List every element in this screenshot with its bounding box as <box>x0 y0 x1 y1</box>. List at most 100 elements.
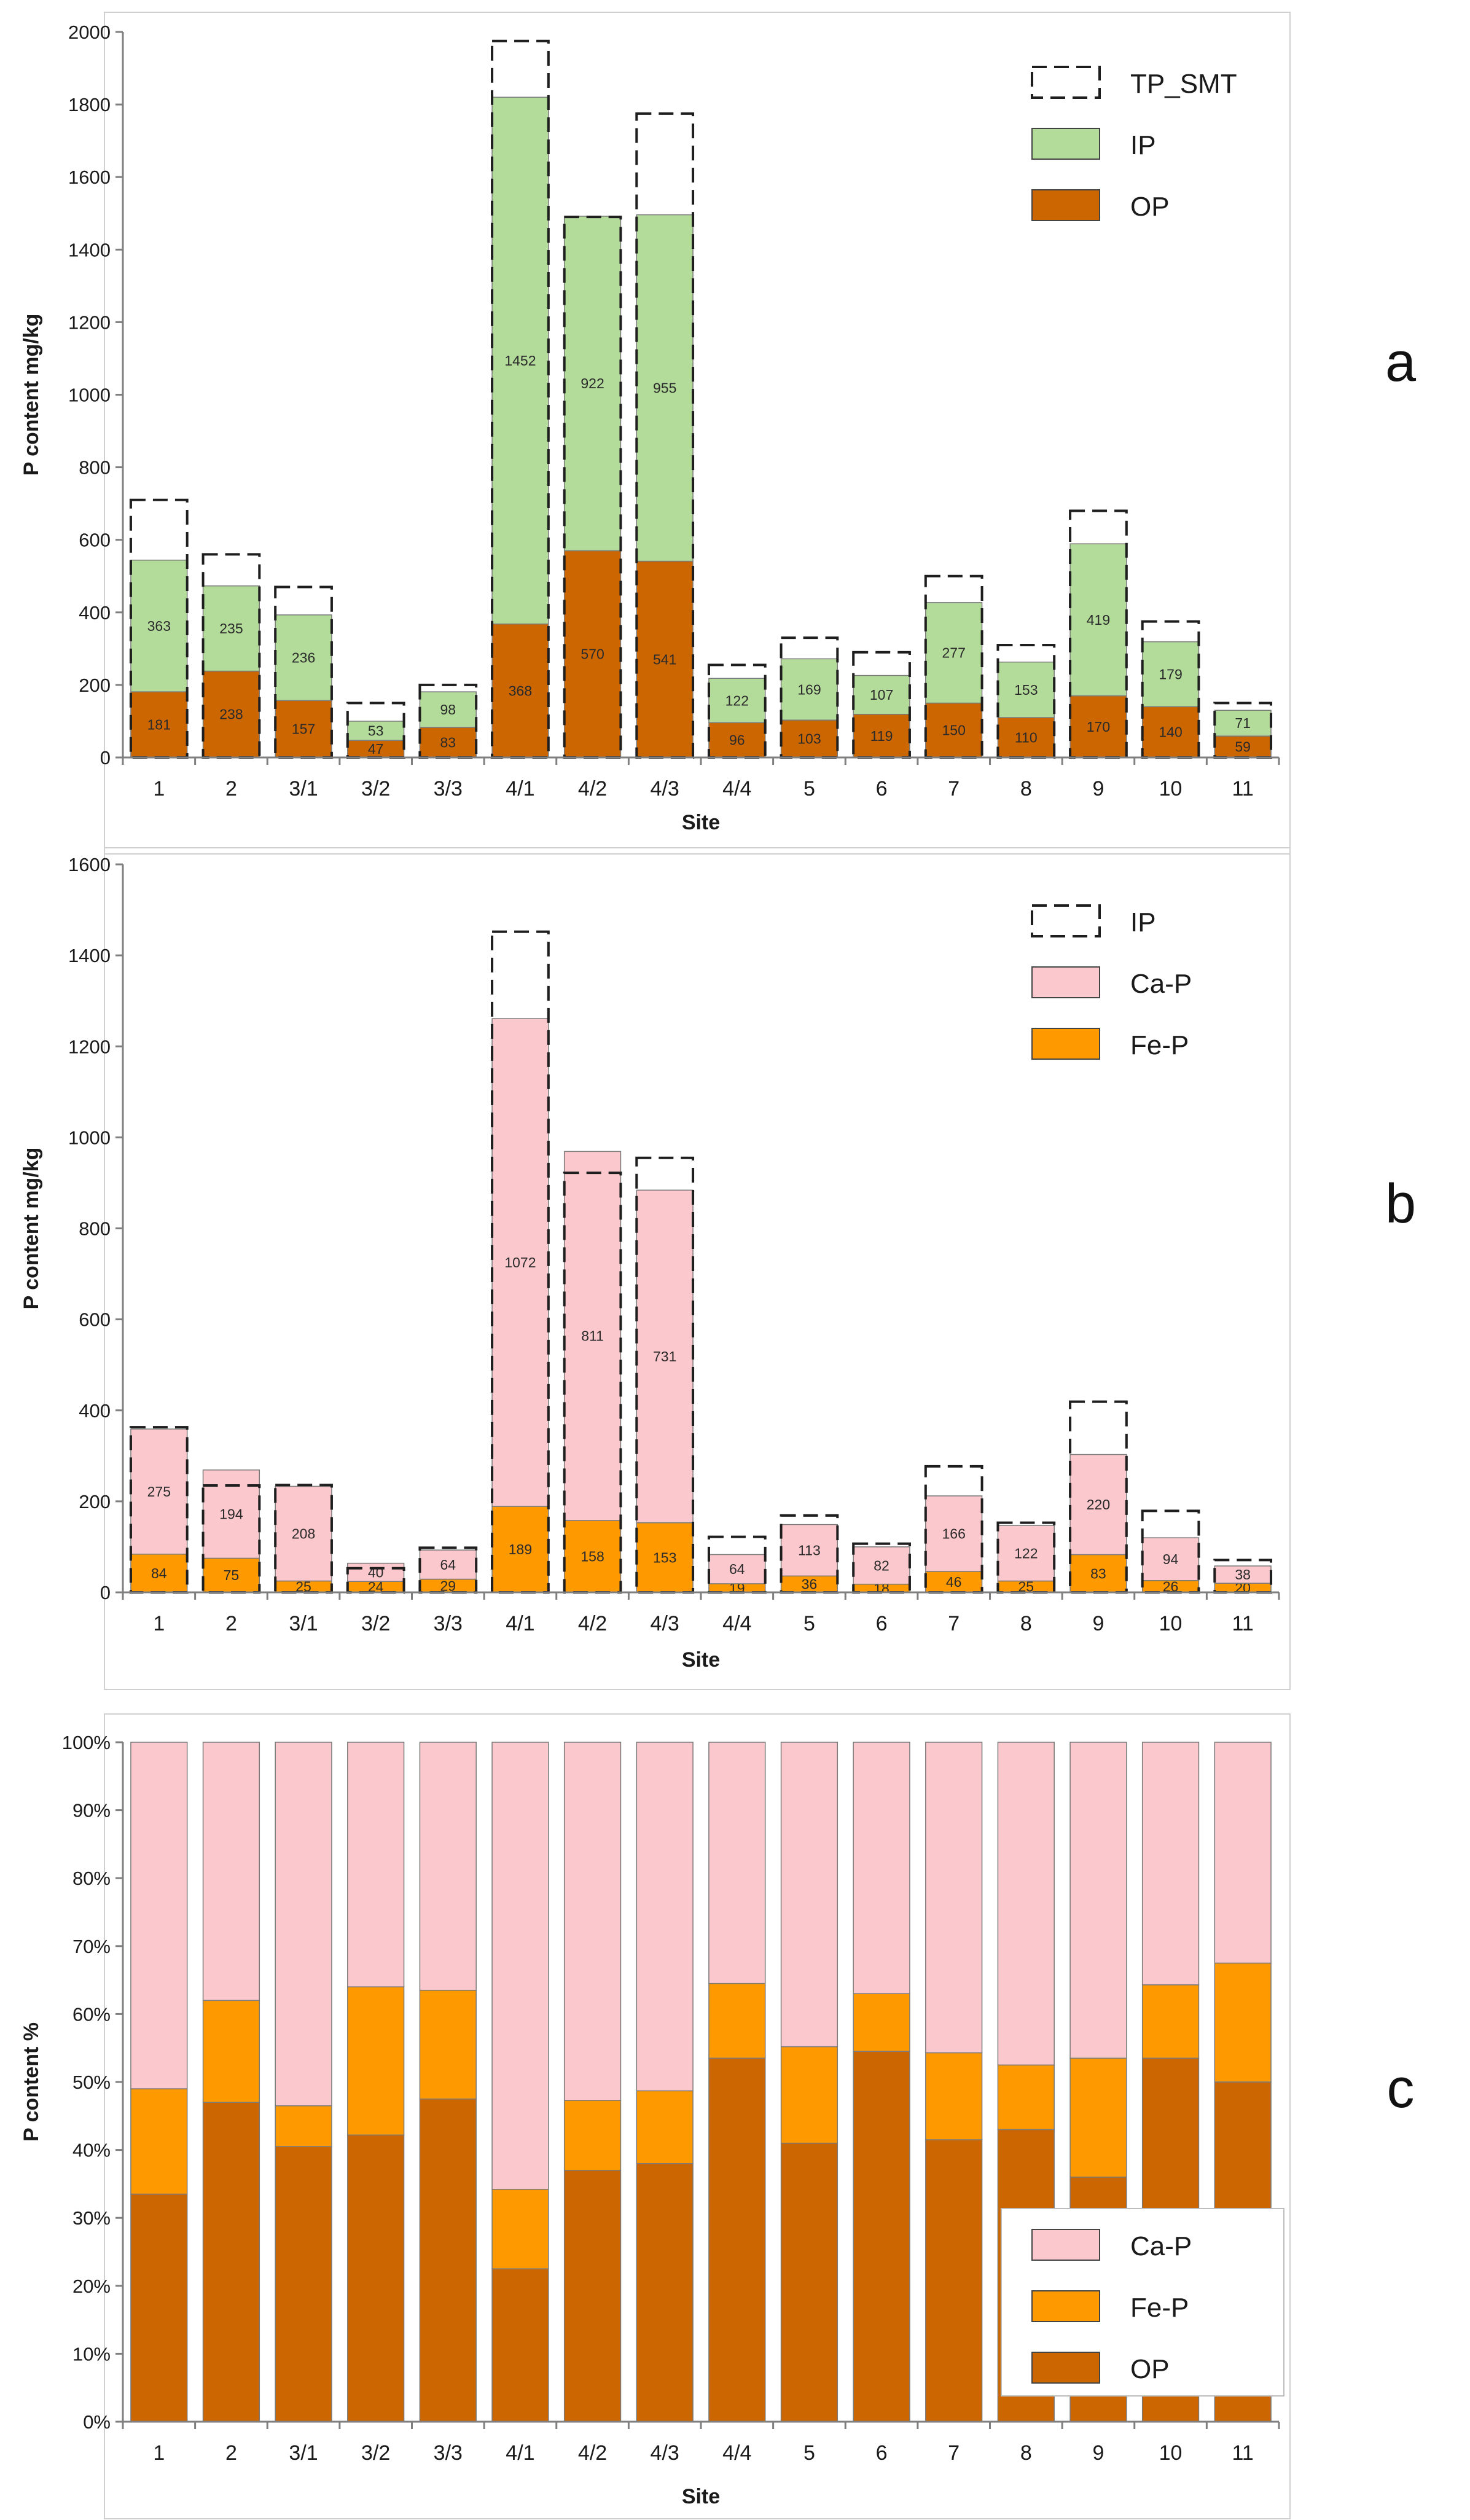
y-tick-label: 200 <box>79 675 111 696</box>
data-label-ip: 955 <box>653 380 676 396</box>
bar-op-3/2 <box>347 2134 405 2422</box>
bar-fe-p-4/2 <box>563 1520 622 1593</box>
bar-op-3/3 <box>419 2098 477 2422</box>
x-tick-label: 4/4 <box>722 2441 751 2465</box>
x-tick-label: 5 <box>803 2441 815 2465</box>
bar-fe-p-9 <box>1069 2057 1127 2178</box>
bar-op-6 <box>853 713 910 758</box>
legend-label-fe-p: Fe-P <box>1130 1030 1189 1060</box>
bar-ca-p-1 <box>130 1428 188 1555</box>
bar-fe-p-4/3 <box>636 2090 694 2164</box>
y-tick-label: 10% <box>72 2343 111 2365</box>
x-tick-label: 6 <box>876 777 888 800</box>
x-tick-label: 3/2 <box>361 2441 390 2465</box>
bar-op-4/1 <box>491 2268 549 2422</box>
bar-fe-p-1 <box>130 2088 188 2195</box>
x-tick-label: 2 <box>225 777 237 800</box>
x-axis-label: Site <box>682 811 720 834</box>
data-label-op: 170 <box>1087 719 1110 735</box>
y-tick-label: 1600 <box>68 854 111 875</box>
bar-fe-p-3/3 <box>419 1989 477 2100</box>
outline-ip-3/3 <box>418 1546 478 1594</box>
y-tick-label: 800 <box>79 1218 111 1240</box>
bar-ca-p-4/2 <box>563 1151 622 1521</box>
x-tick-label: 11 <box>1232 777 1254 800</box>
bar-fe-p-8 <box>997 2064 1055 2131</box>
y-tick-label: 70% <box>72 1936 111 1957</box>
bar-ip-1 <box>130 560 188 692</box>
x-tick-label: 8 <box>1020 2441 1032 2465</box>
bar-fe-p-2 <box>202 1557 260 1593</box>
y-tick-label: 20% <box>72 2275 111 2297</box>
data-label-op: 119 <box>870 728 893 744</box>
data-label-ca-p: 208 <box>292 1525 315 1541</box>
data-label-ip: 277 <box>942 645 966 661</box>
data-label-op: 570 <box>581 646 604 662</box>
bar-ca-p-11 <box>1214 1565 1272 1584</box>
chart-a: 0 200 400 600 800 1000 1200 1400 1600 1800 2000 P c… <box>20 12 1417 855</box>
data-label-ca-p: 94 <box>1163 1551 1179 1567</box>
data-label-ip: 98 <box>440 702 456 718</box>
bar-op-9 <box>1069 695 1127 758</box>
data-label-ca-p: 38 <box>1235 1567 1251 1583</box>
bar-ip-4/2 <box>563 216 622 552</box>
outline-tp_smt-8 <box>996 643 1056 759</box>
x-tick-label: 4/1 <box>506 2441 534 2465</box>
x-tick-label: 7 <box>948 777 960 800</box>
data-label-ca-p: 220 <box>1087 1497 1110 1512</box>
x-tick-label: 4/1 <box>506 1612 534 1635</box>
y-tick-label: 90% <box>72 1800 111 1822</box>
data-label-op: 103 <box>797 731 821 747</box>
x-tick-label: 3/2 <box>361 777 390 800</box>
data-label-ca-p: 811 <box>581 1328 604 1344</box>
y-tick-label: 30% <box>72 2207 111 2229</box>
data-label-op: 96 <box>729 732 745 748</box>
bar-ip-9 <box>1069 543 1127 697</box>
bar-op-1 <box>130 2193 188 2422</box>
x-tick-label: 2 <box>225 2441 237 2465</box>
bar-ip-11 <box>1214 710 1272 737</box>
x-tick-label: 6 <box>876 2441 888 2465</box>
legend: IP Ca-P Fe-P <box>1031 904 1192 1060</box>
data-label-ip: 419 <box>1087 612 1110 628</box>
bar-ca-p-3/1 <box>275 1742 332 2107</box>
y-tick-label: 200 <box>79 1491 111 1512</box>
x-tick-label: 9 <box>1092 1612 1104 1635</box>
outline-ip-4/1 <box>491 930 550 1594</box>
bar-fe-p-6 <box>853 1993 910 2052</box>
legend-label-op: OP <box>1130 2354 1170 2384</box>
y-tick-label: 1200 <box>68 1036 111 1057</box>
y-tick-label: 1400 <box>68 239 111 260</box>
bar-ip-3/1 <box>275 614 332 702</box>
bar-ca-p-4/3 <box>636 1742 694 2092</box>
x-tick-label: 10 <box>1159 1612 1183 1635</box>
bar-ip-2 <box>202 585 260 672</box>
bar-fe-p-11 <box>1214 1962 1272 2083</box>
outline-ip-4/2 <box>563 1172 622 1594</box>
bar-ip-3/3 <box>419 691 477 728</box>
legend-swatch-fe-p <box>1031 2290 1100 2322</box>
y-tick-label: 1600 <box>68 166 111 188</box>
y-tick-label: 400 <box>79 602 111 624</box>
legend-swatch-op <box>1031 2352 1100 2384</box>
x-tick-label: 4/3 <box>651 1612 679 1635</box>
bar-ca-p-3/1 <box>275 1485 332 1582</box>
bar-ca-p-11 <box>1214 1742 1272 1964</box>
x-tick-label: 4/4 <box>722 1612 751 1635</box>
y-tick-label: 1800 <box>68 94 111 115</box>
legend: TP_SMT IP OP <box>1031 66 1237 222</box>
bar-ca-p-6 <box>853 1742 910 1994</box>
panel-label-a: a <box>1385 332 1417 393</box>
y-tick-label: 400 <box>79 1400 111 1422</box>
data-label-ip: 1452 <box>504 353 536 369</box>
bar-ca-p-4/2 <box>563 1742 622 2101</box>
bar-op-2 <box>202 2102 260 2422</box>
data-label-ca-p: 731 <box>653 1348 676 1364</box>
data-label-ip: 235 <box>219 620 243 636</box>
chart-frame <box>104 1713 1291 2519</box>
legend-label-ip: IP <box>1130 907 1156 937</box>
outline-tp_smt-9 <box>1069 509 1128 759</box>
x-axis-label: Site <box>682 1648 720 1672</box>
bar-op-3/1 <box>275 2146 332 2422</box>
bar-ip-4/1 <box>491 96 549 625</box>
